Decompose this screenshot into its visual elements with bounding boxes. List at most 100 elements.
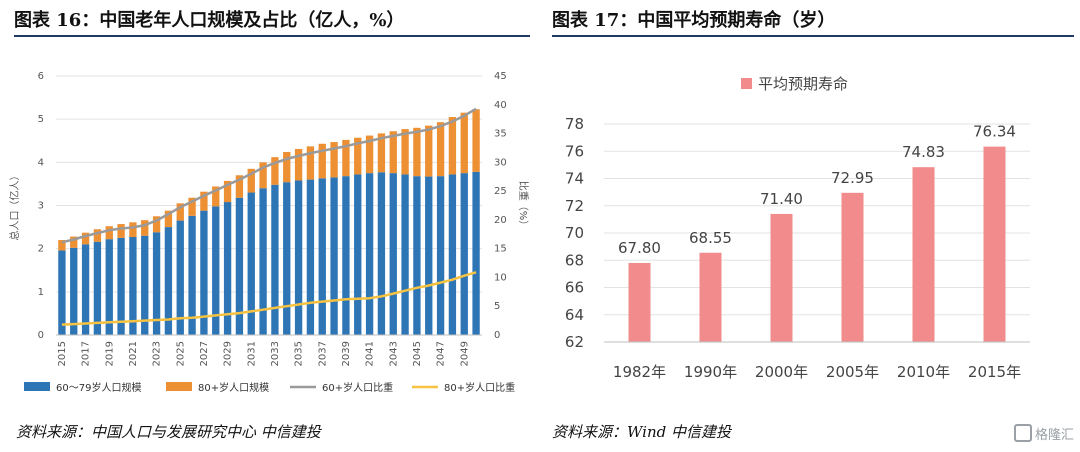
bar-60-79 — [259, 188, 267, 335]
x-tick-label: 2021 — [128, 341, 139, 366]
bar-60-79 — [448, 174, 457, 335]
legend-swatch — [166, 382, 192, 391]
bar-60-79 — [271, 184, 279, 335]
life-expectancy-bar — [912, 167, 935, 342]
right-figure-panel: 图表 17：中国平均预期寿命（岁） 62 64 66 68 70 72 74 76 78 67.8… — [548, 0, 1080, 452]
y-axis-title: 总人口（亿人） — [8, 171, 21, 241]
bar-60-79 — [247, 192, 255, 335]
bar-60-79 — [200, 210, 208, 335]
watermark-logo-icon — [1013, 424, 1032, 442]
legend-swatch — [741, 78, 752, 89]
y-tick-label: 66 — [565, 279, 584, 297]
bar-60-79 — [294, 180, 303, 335]
x-tick-label: 2035 — [294, 341, 305, 366]
bar-60-79 — [342, 176, 350, 335]
bar-80-plus — [318, 143, 326, 179]
x-tick-label: 2005年 — [826, 363, 879, 381]
bar-80-plus — [294, 148, 303, 181]
bar-80-plus — [448, 117, 457, 175]
bar-80-plus — [152, 216, 161, 233]
legend-entry: 80+岁人口比重 — [444, 381, 515, 394]
data-label: 74.83 — [902, 143, 945, 161]
bar-80-plus — [271, 157, 279, 185]
bar-60-79 — [129, 237, 137, 335]
y-right-tick-label: 10 — [494, 272, 507, 283]
bar-80-plus — [342, 139, 350, 177]
legend-entry: 60～79岁人口规模 — [56, 381, 141, 394]
y-right-tick-label: 15 — [494, 244, 507, 255]
y-right-tick-label: 5 — [494, 301, 500, 312]
bar-80-plus — [413, 127, 421, 177]
bar-60-79 — [105, 239, 113, 335]
bar-60-79 — [472, 171, 480, 335]
x-tick-label: 2019 — [104, 341, 115, 366]
y-tick-label: 6 — [38, 71, 44, 82]
bar-60-79 — [93, 241, 102, 335]
data-label: 76.34 — [973, 123, 1016, 141]
bar-60-79 — [318, 178, 326, 335]
x-tick-label: 2015 — [57, 341, 68, 366]
x-tick-label: 2037 — [317, 341, 328, 366]
x-tick-label: 1982年 — [613, 363, 666, 381]
y-right-tick-label: 40 — [494, 100, 507, 111]
bar-60-79 — [306, 179, 315, 335]
data-label: 68.55 — [689, 229, 732, 247]
line-60-plus-share — [61, 107, 477, 244]
bar-80-plus — [365, 135, 374, 174]
bar-60-79 — [152, 232, 161, 335]
x-tick-label: 2047 — [436, 341, 447, 366]
bar-60-79 — [212, 206, 220, 335]
bar-80-plus — [117, 224, 125, 238]
y-right-tick-label: 25 — [494, 186, 507, 197]
bar-80-plus — [235, 175, 244, 198]
bar-60-79 — [223, 202, 232, 335]
legend-entry: 60+岁人口比重 — [322, 381, 393, 394]
bar-80-plus — [377, 133, 386, 173]
right-figure-title: 图表 17：中国平均预期寿命（岁） — [552, 10, 836, 31]
left-figure-panel: 图表 16：中国老年人口规模及占比（亿人，%） 0 1 2 3 4 5 6 0 5 10 15 20 2… — [0, 0, 530, 452]
x-tick-label: 2043 — [388, 341, 399, 366]
x-tick-label: 2029 — [223, 341, 234, 366]
bar-80-plus — [354, 137, 362, 175]
data-label: 72.95 — [831, 169, 874, 187]
watermark-text: 格隆汇 — [1034, 428, 1074, 443]
life-expectancy-bar — [770, 213, 793, 342]
bar-80-plus — [141, 220, 149, 236]
bar-80-plus — [247, 168, 255, 193]
bar-80-plus — [460, 112, 468, 174]
bar-80-plus — [259, 162, 267, 189]
bar-80-plus — [188, 197, 196, 216]
bar-60-79 — [389, 173, 397, 335]
bar-60-79 — [141, 235, 149, 335]
y-tick-label: 64 — [565, 306, 584, 324]
bar-60-79 — [425, 176, 433, 335]
bar-80-plus — [212, 186, 220, 207]
life-expectancy-bar — [699, 252, 722, 342]
left-figure-title: 图表 16：中国老年人口规模及占比（亿人，%） — [14, 10, 405, 31]
left-source-note: 资料来源：中国人口与发展研究中心 中信建投 — [16, 423, 321, 441]
life-expectancy-bar — [983, 146, 1006, 342]
y-right-tick-label: 45 — [494, 71, 507, 82]
bar-60-79 — [401, 174, 409, 335]
bar-80-plus — [81, 232, 90, 245]
data-label: 67.80 — [618, 239, 661, 257]
watermark: 格隆汇 — [1013, 424, 1074, 443]
x-tick-label: 2039 — [341, 341, 352, 366]
bar-60-79 — [377, 172, 386, 335]
bar-60-79 — [117, 237, 125, 335]
bar-80-plus — [306, 146, 315, 180]
bar-80-plus — [58, 240, 66, 251]
y-tick-label: 3 — [38, 201, 44, 212]
y-right-tick-label: 30 — [494, 157, 507, 168]
bar-60-79 — [176, 220, 184, 335]
x-tick-label: 2031 — [246, 341, 257, 366]
y-tick-label: 62 — [565, 333, 584, 351]
bar-80-plus — [223, 180, 232, 203]
y-right-tick-label: 20 — [494, 215, 507, 226]
x-tick-label: 2045 — [412, 341, 423, 366]
bar-80-plus — [129, 222, 137, 238]
y-tick-label: 72 — [565, 197, 584, 215]
left-title-rule — [14, 35, 530, 37]
bar-60-79 — [235, 197, 244, 335]
